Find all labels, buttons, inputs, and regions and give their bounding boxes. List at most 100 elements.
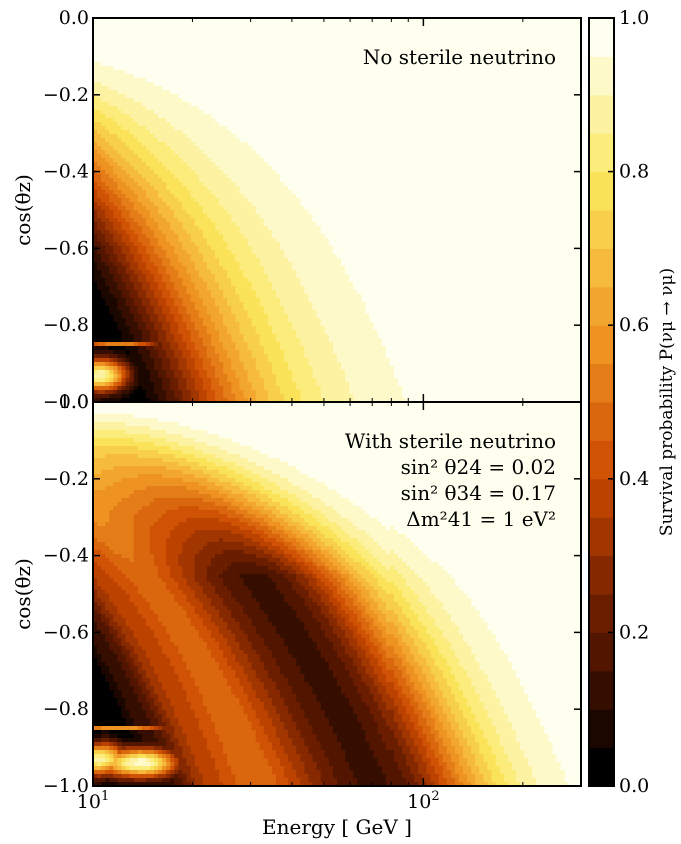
heatmap-cell <box>491 126 497 131</box>
heatmap-cell <box>101 110 106 115</box>
heatmap-cell <box>251 110 257 115</box>
heatmap-cell <box>121 146 127 151</box>
heatmap-cell <box>377 26 383 31</box>
heatmap-cell <box>454 114 460 119</box>
heatmap-cell <box>507 166 513 171</box>
heatmap-cell <box>414 78 419 83</box>
heatmap-cell <box>560 106 566 111</box>
heatmap-cell <box>369 114 375 119</box>
heatmap-cell <box>316 126 322 131</box>
heatmap-cell <box>304 34 310 39</box>
heatmap-cell <box>487 62 493 67</box>
heatmap-cell <box>276 174 281 179</box>
heatmap-cell <box>308 166 314 171</box>
heatmap-cell <box>499 54 505 59</box>
heatmap-cell <box>332 50 338 55</box>
heatmap-cell <box>145 42 151 47</box>
heatmap-cell <box>133 170 139 175</box>
heatmap-cell <box>227 66 232 71</box>
heatmap-cell <box>515 166 521 171</box>
heatmap-cell <box>430 86 436 91</box>
heatmap-cell <box>255 46 261 51</box>
heatmap-cell <box>223 58 228 63</box>
heatmap-cell <box>560 126 566 131</box>
heatmap-cell <box>576 162 581 167</box>
heatmap-cell <box>174 110 179 115</box>
heatmap-cell <box>459 18 464 23</box>
heatmap-cell <box>487 178 493 183</box>
heatmap-cell <box>312 30 318 35</box>
heatmap-cell <box>251 18 257 23</box>
heatmap-cell <box>308 62 314 67</box>
heatmap-cell <box>349 102 354 107</box>
heatmap-cell <box>300 38 306 43</box>
heatmap-cell <box>288 182 293 187</box>
heatmap-cell <box>446 134 452 139</box>
heatmap-cell <box>109 46 114 51</box>
heatmap-cell <box>259 50 265 55</box>
heatmap-cell <box>332 18 338 23</box>
heatmap-cell <box>284 18 289 23</box>
heatmap-cell <box>247 122 253 127</box>
heatmap-cell <box>426 118 432 123</box>
heatmap-cell <box>316 110 322 115</box>
heatmap-cell <box>276 18 281 23</box>
heatmap-cell <box>479 146 484 151</box>
heatmap-cell <box>186 182 192 187</box>
heatmap-cell <box>154 50 159 55</box>
heatmap-cell <box>520 126 525 131</box>
heatmap-cell <box>170 174 175 179</box>
heatmap-cell <box>389 58 395 63</box>
heatmap-cell <box>170 46 175 51</box>
heatmap-cell <box>320 86 326 91</box>
heatmap-cell <box>149 118 155 123</box>
heatmap-cell <box>296 86 301 91</box>
heatmap-cell <box>267 94 273 99</box>
heatmap-cell <box>528 98 533 103</box>
heatmap-cell <box>219 138 224 143</box>
heatmap-cell <box>267 50 273 55</box>
heatmap-cell <box>349 62 354 67</box>
heatmap-cell <box>170 146 175 151</box>
heatmap-cell <box>332 178 338 183</box>
heatmap-cell <box>414 170 419 175</box>
heatmap-cell <box>385 118 391 123</box>
heatmap-cell <box>365 130 371 135</box>
heatmap-cell <box>434 30 440 35</box>
heatmap-cell <box>442 138 448 143</box>
heatmap-cell <box>463 126 468 131</box>
heatmap-cell <box>166 146 171 151</box>
heatmap-cell <box>389 182 395 187</box>
heatmap-cell <box>373 34 379 39</box>
heatmap-cell <box>267 178 273 183</box>
heatmap-cell <box>182 118 188 123</box>
heatmap-cell <box>300 166 306 171</box>
heatmap-cell <box>137 166 143 171</box>
heatmap-cell <box>414 138 419 143</box>
heatmap-cell <box>454 26 460 31</box>
heatmap-cell <box>101 146 106 151</box>
heatmap-cell <box>495 118 501 123</box>
heatmap-cell <box>450 82 456 87</box>
heatmap-cell <box>210 46 216 51</box>
heatmap-cell <box>528 90 533 95</box>
heatmap-cell <box>105 138 110 143</box>
heatmap-cell <box>182 74 188 79</box>
heatmap-cell <box>158 154 163 159</box>
heatmap-cell <box>430 142 436 147</box>
heatmap-cell <box>442 86 448 91</box>
heatmap-cell <box>369 54 375 59</box>
heatmap-cell <box>442 26 448 31</box>
heatmap-cell <box>247 166 253 171</box>
heatmap-cell <box>276 66 281 71</box>
heatmap-cell <box>93 162 98 167</box>
heatmap-cell <box>255 74 261 79</box>
heatmap-cell <box>345 154 350 159</box>
heatmap-cell <box>450 42 456 47</box>
heatmap-cell <box>304 78 310 83</box>
heatmap-cell <box>109 66 114 71</box>
heatmap-cell <box>186 110 192 115</box>
heatmap-cell <box>231 130 236 135</box>
heatmap-cell <box>548 134 554 139</box>
heatmap-cell <box>475 70 480 75</box>
